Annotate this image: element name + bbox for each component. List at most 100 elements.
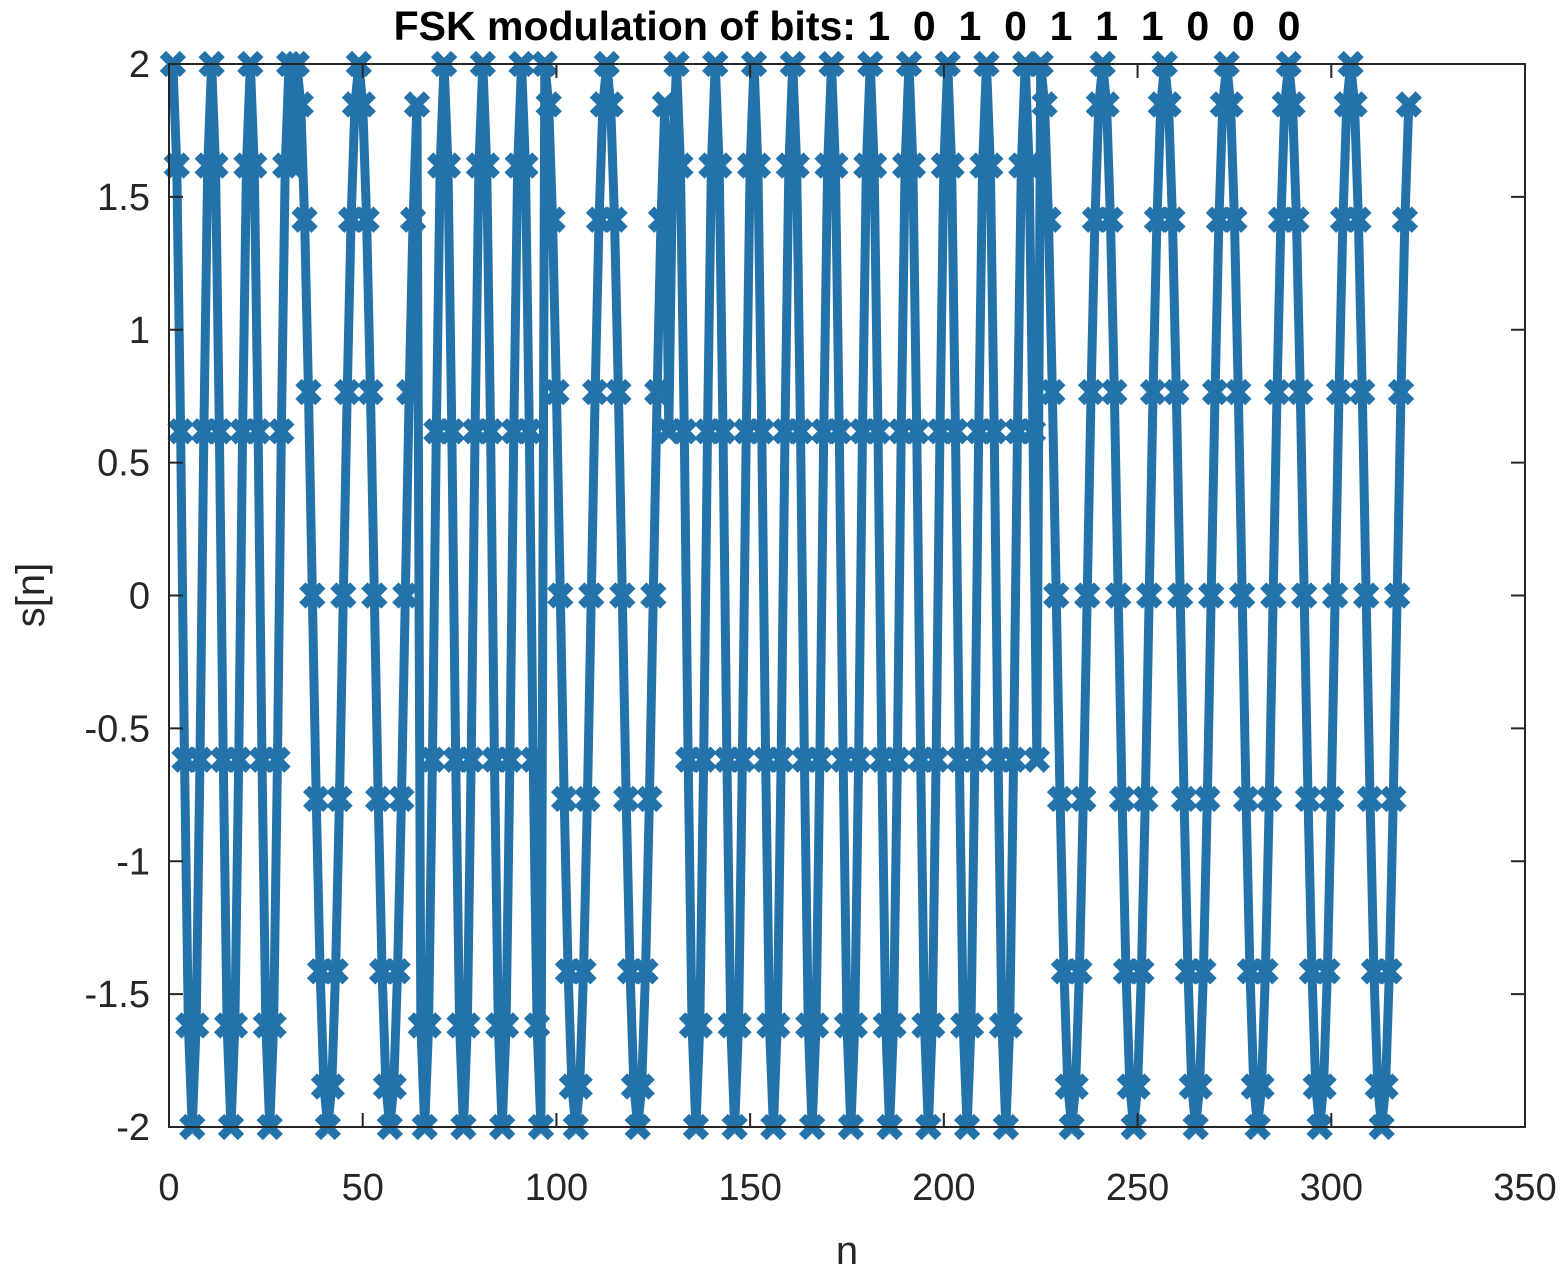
data-point [1170,785,1198,813]
data-point [1225,378,1252,406]
data-point [787,418,814,445]
data-point [1066,958,1093,985]
data-point [671,418,698,445]
y-axis-label: s[n] [9,563,53,627]
data-point [806,746,834,773]
data-point [919,1012,946,1039]
data-point [1259,582,1287,609]
data-point [241,152,268,179]
data-point [399,206,427,233]
data-point [1167,582,1194,609]
data-point [686,1012,713,1039]
data-point [884,746,911,773]
data-point [1124,1073,1151,1100]
data-point [415,1012,442,1039]
data-point [1290,582,1318,609]
data-point [1062,1073,1089,1100]
data-point [492,1012,520,1039]
data-point [566,1073,593,1100]
x-tick-label: 50 [342,1167,384,1209]
data-point [981,418,1008,445]
data-point [1108,785,1136,813]
data-point [1136,582,1163,609]
data-point [380,1073,407,1100]
data-point [539,206,566,233]
data-point [225,746,252,773]
data-point [322,958,349,985]
data-point [512,152,539,179]
data-point [1376,958,1403,985]
data-point [667,152,694,179]
data-point [264,746,291,773]
data-point [365,785,392,813]
data-point [822,152,849,179]
y-tick-label: 1.5 [97,177,150,219]
data-point [1035,206,1062,233]
data-point [1283,206,1310,233]
series-line [168,59,1414,1132]
data-point [1186,1073,1213,1100]
data-point [651,91,679,118]
data-point [419,746,446,773]
y-tick-label: -0.5 [85,708,150,750]
data-point [977,152,1004,179]
data-point [597,91,624,118]
data-point [1019,418,1047,445]
data-point [783,152,810,179]
data-point [361,582,388,609]
data-point [1256,785,1283,813]
y-tick-label: -1 [116,841,150,883]
y-tick-label: 0.5 [97,443,150,485]
data-point [1128,958,1155,985]
data-point [1341,91,1368,118]
data-point [609,582,636,609]
data-point [1105,582,1132,609]
data-point [326,785,353,813]
data-point [643,378,671,406]
data-point [1159,206,1186,233]
data-point [206,418,233,445]
data-point [961,746,989,773]
data-point [1310,1073,1337,1100]
data-point [767,746,795,773]
data-point [1349,378,1376,406]
data-point [1190,958,1217,985]
data-point [802,1012,830,1039]
data-point [268,418,295,445]
y-tick-label: 2 [129,44,150,86]
data-point [632,958,659,985]
data-point [1015,152,1043,179]
data-point [744,152,772,179]
data-point [1043,582,1070,609]
data-point [1077,378,1105,406]
data-point [1228,582,1256,609]
data-point [1380,785,1407,813]
data-point [458,746,485,773]
data-point [1023,746,1051,773]
data-point [330,582,357,609]
data-point [260,1012,287,1039]
data-point [764,1012,791,1039]
data-point [303,785,330,813]
x-tick-label: 200 [912,1167,975,1209]
data-point [1000,746,1027,773]
data-point [705,152,733,179]
data-point [396,378,423,406]
data-point [1314,958,1341,985]
x-tick-label: 350 [1493,1167,1556,1209]
data-point [1217,91,1244,118]
data-point [384,958,411,985]
data-point [202,152,229,179]
data-point [291,206,318,233]
data-point [729,746,756,773]
data-point [357,378,384,406]
data-point [826,418,853,445]
data-point [349,91,376,118]
data-point [163,152,190,179]
data-point [1252,958,1279,985]
data-point [581,378,609,406]
data-point [1352,582,1380,609]
data-point [725,1012,752,1039]
data-point [287,91,314,118]
y-tick-label: -1.5 [85,974,150,1016]
